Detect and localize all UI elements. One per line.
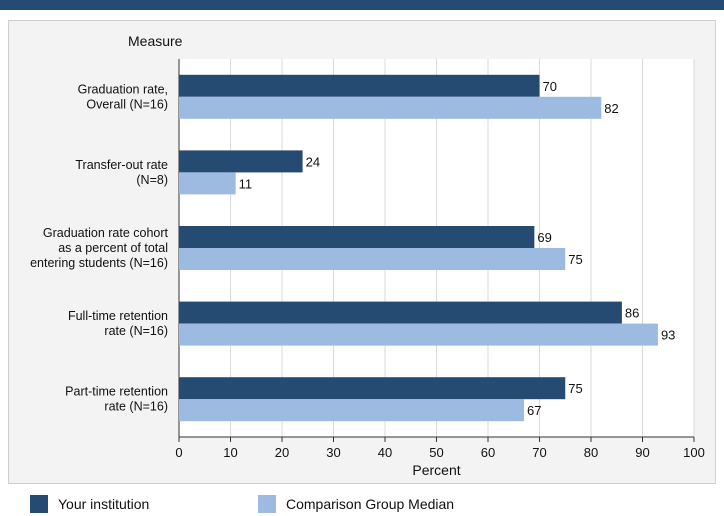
x-tick-label-50: 50: [429, 445, 443, 460]
bar-2-series-1: [179, 248, 566, 270]
legend-swatch-comparison-median: [258, 495, 276, 513]
x-tick-label-20: 20: [275, 445, 289, 460]
legend-item-your-institution: Your institution: [30, 494, 149, 514]
x-axis-label: Percent: [412, 462, 460, 478]
category-axis-label: Measure: [128, 33, 183, 49]
bar-1-series-0: [179, 150, 303, 173]
category-label-1-line-1: (N=8): [136, 173, 168, 187]
x-tick-label-90: 90: [635, 445, 649, 460]
data-label-4-series-0: 75: [568, 381, 582, 396]
category-label-3-line-1: rate (N=16): [104, 324, 168, 338]
legend-item-comparison-median: Comparison Group Median: [258, 494, 454, 514]
legend-label-your-institution: Your institution: [58, 496, 150, 512]
category-label-2-line-1: as a percent of total: [58, 241, 168, 255]
bar-3-series-0: [179, 301, 622, 324]
data-label-0-series-1: 82: [604, 101, 618, 116]
x-tick-label-30: 30: [326, 445, 340, 460]
category-label-3-line-0: Full-time retention: [68, 309, 168, 323]
top-banner-bar: [0, 0, 724, 10]
category-label-1-line-0: Transfer-out rate: [75, 158, 168, 172]
category-label-2-line-2: entering students (N=16): [30, 256, 168, 270]
x-tick-label-100: 100: [683, 445, 705, 460]
bar-0-series-0: [179, 74, 540, 97]
x-tick-label-10: 10: [223, 445, 237, 460]
bar-4-series-1: [179, 399, 525, 422]
x-tick-label-40: 40: [378, 445, 392, 460]
category-label-4-line-1: rate (N=16): [104, 400, 168, 414]
bar-3-series-1: [179, 323, 658, 346]
legend-swatch-your-institution: [30, 495, 48, 513]
data-label-1-series-1: 11: [239, 176, 253, 191]
bar-0-series-1: [179, 96, 602, 119]
category-label-4-line-0: Part-time retention: [65, 385, 168, 399]
bar-2-series-0: [179, 226, 535, 248]
data-label-2-series-0: 69: [537, 230, 551, 245]
data-label-3-series-0: 86: [625, 306, 639, 321]
data-label-0-series-0: 70: [543, 79, 557, 94]
x-tick-label-80: 80: [584, 445, 598, 460]
category-label-0-line-1: Overall (N=16): [86, 97, 168, 111]
category-label-0-line-0: Graduation rate,: [78, 82, 168, 96]
data-label-3-series-1: 93: [661, 328, 675, 343]
category-label-2-line-0: Graduation rate cohort: [43, 226, 169, 240]
data-label-1-series-0: 24: [306, 154, 320, 169]
x-tick-label-0: 0: [175, 445, 182, 460]
bar-1-series-1: [179, 172, 236, 195]
x-tick-label-70: 70: [532, 445, 546, 460]
bar-4-series-0: [179, 377, 566, 400]
x-tick-label-60: 60: [481, 445, 495, 460]
data-label-4-series-1: 67: [527, 403, 541, 418]
legend-label-comparison-median: Comparison Group Median: [286, 496, 455, 512]
data-label-2-series-1: 75: [568, 252, 582, 267]
